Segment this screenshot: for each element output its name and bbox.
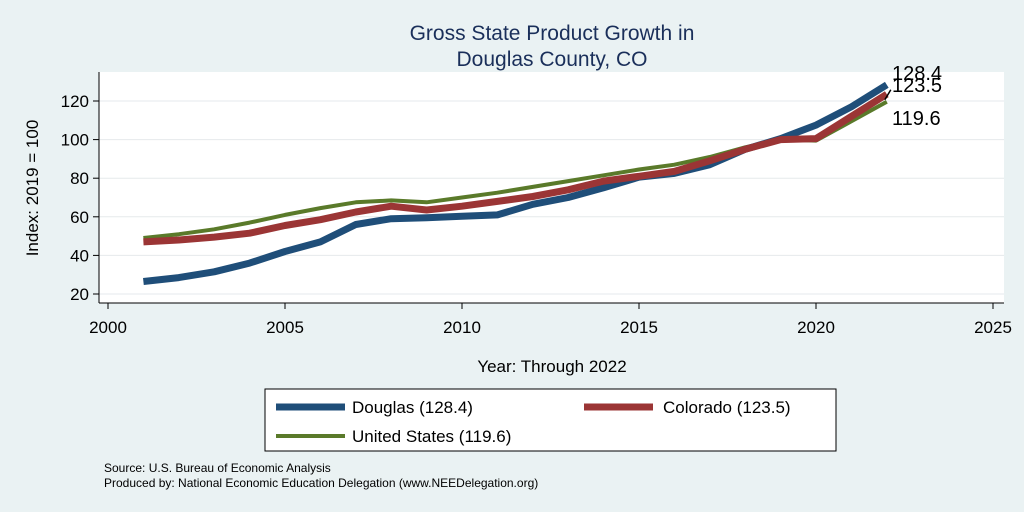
chart-title-line-2: Douglas County, CO [456, 48, 647, 71]
end-label-colorado: 123.5 [892, 75, 942, 97]
x-tick-label: 2020 [797, 318, 835, 337]
x-tick-label: 2000 [89, 318, 127, 337]
x-tick-label: 2015 [620, 318, 658, 337]
y-tick-label: 40 [70, 246, 89, 265]
legend-label-colorado: Colorado (123.5) [663, 398, 791, 417]
y-tick-label: 80 [70, 169, 89, 188]
x-tick-label: 2025 [974, 318, 1012, 337]
grid-lines [99, 100, 1004, 295]
x-axis-title: Year: Through 2022 [477, 357, 626, 376]
y-tick-label: 60 [70, 208, 89, 227]
legend-box [264, 388, 837, 452]
legend-label-united-states: United States (119.6) [352, 427, 511, 446]
chart-title-line-1: Gross State Product Growth in [410, 22, 695, 45]
end-label-connector-united-states [884, 89, 892, 101]
end-label-douglas: 128.4 [892, 63, 942, 85]
series-line-colorado [143, 91, 889, 246]
source-note: Source: U.S. Bureau of Economic Analysis [104, 461, 331, 475]
y-tick-label: 20 [70, 285, 89, 304]
axis-ticks: 20 40 60 80 100 120 2000 2005 2010 2015 2020 2025 [61, 92, 1012, 337]
x-tick-label: 2010 [443, 318, 481, 337]
x-tick-label: 2005 [266, 318, 304, 337]
y-tick-label: 100 [61, 131, 89, 150]
y-tick-label: 120 [61, 92, 89, 111]
legend-label-douglas: Douglas (128.4) [352, 398, 473, 417]
produced-by-note: Produced by: National Economic Education… [104, 476, 538, 490]
series-lines [143, 81, 892, 285]
end-label-united-states: 119.6 [892, 108, 941, 130]
y-axis-title: Index: 2019 = 100 [23, 120, 42, 257]
